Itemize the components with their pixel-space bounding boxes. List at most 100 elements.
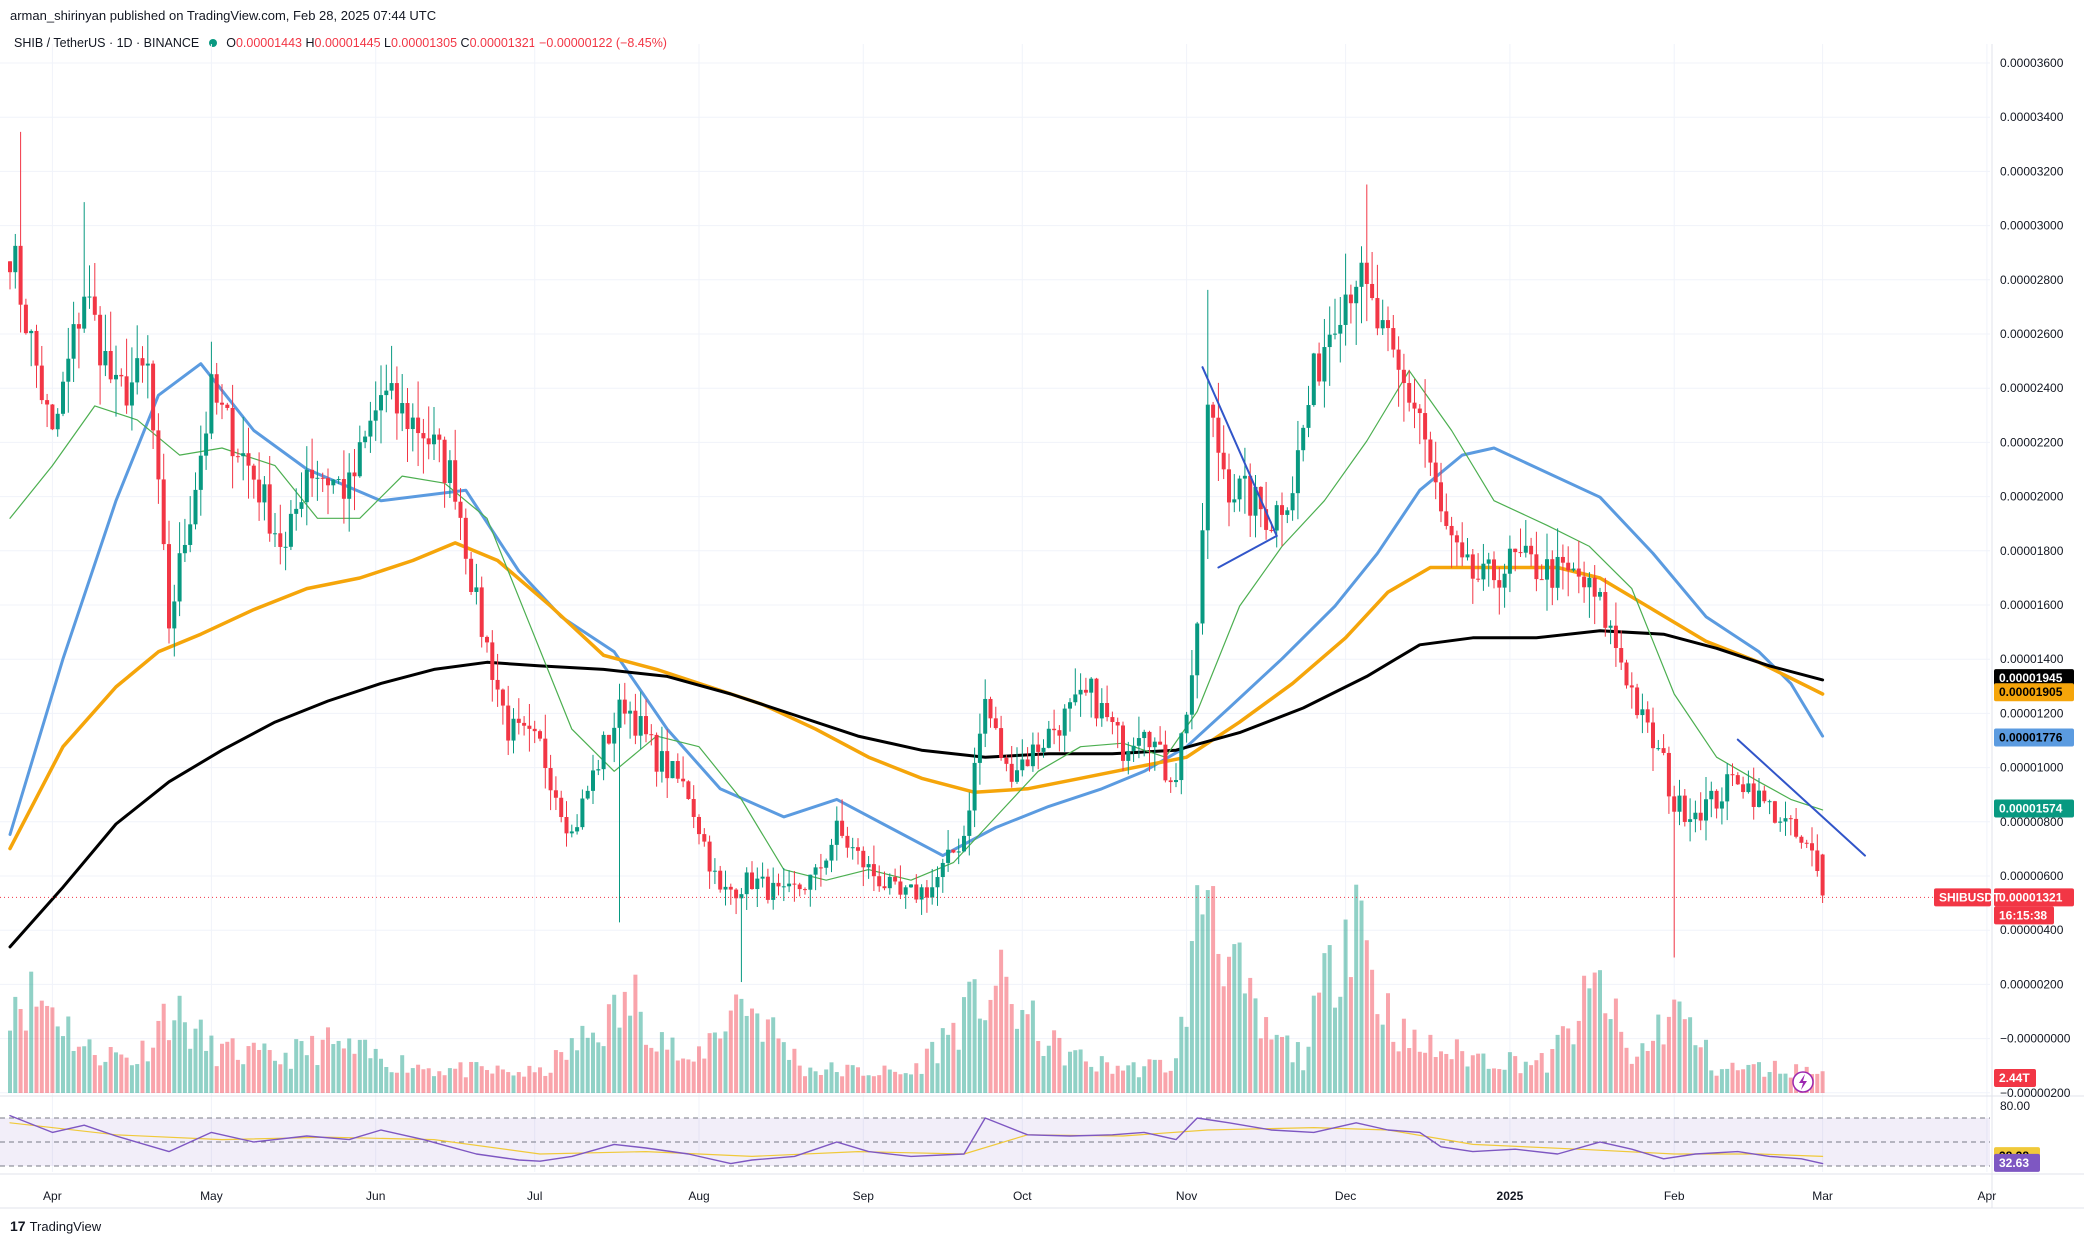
price-badge-bg xyxy=(1994,799,2074,818)
candle-body xyxy=(914,884,919,900)
candle-body xyxy=(585,790,590,799)
volume-bar xyxy=(903,1073,908,1093)
volume-bar xyxy=(1709,1070,1714,1093)
volume-bar xyxy=(898,1074,903,1093)
volume-bar xyxy=(172,1020,177,1093)
candle-body xyxy=(1772,801,1777,823)
candle-body xyxy=(485,636,489,643)
tradingview-logo[interactable]: 17 TradingView xyxy=(10,1218,101,1234)
volume-bar xyxy=(622,991,627,1093)
candle-body xyxy=(1057,730,1062,736)
candle-body xyxy=(781,886,786,888)
candle-body xyxy=(909,884,913,888)
volume-bar xyxy=(681,1058,686,1093)
volume-bar xyxy=(1147,1059,1152,1093)
candle-body xyxy=(972,762,977,811)
volume-bar xyxy=(967,981,972,1093)
volume-bar xyxy=(241,1064,246,1093)
candle-body xyxy=(1751,783,1756,807)
price-badge: 0.00001574 xyxy=(1999,802,2063,816)
candle-body xyxy=(670,761,675,779)
publisher-line: arman_shirinyan published on TradingView… xyxy=(10,8,437,23)
volume-bar xyxy=(1476,1053,1481,1093)
candle-body xyxy=(1189,675,1194,715)
candle-body xyxy=(1121,725,1125,761)
volume-bar xyxy=(628,1015,633,1093)
candle-body xyxy=(273,533,277,535)
volume-bar xyxy=(1036,1041,1041,1093)
candle-body xyxy=(326,478,330,486)
candle-body xyxy=(1062,708,1067,736)
volume-bar xyxy=(384,1067,389,1093)
candle-body xyxy=(1280,505,1284,515)
volume-bar xyxy=(771,1017,776,1093)
volume-bar xyxy=(734,994,739,1093)
candle-body xyxy=(1820,854,1825,896)
volume-bar xyxy=(182,1022,187,1093)
volume-bar xyxy=(792,1048,797,1093)
volume-bar xyxy=(1571,1044,1576,1093)
candle-body xyxy=(1603,592,1608,628)
candle-body xyxy=(1041,747,1046,752)
candle-body xyxy=(1799,836,1804,843)
candle-body xyxy=(490,642,495,680)
candle-body xyxy=(310,469,315,479)
volume-bar xyxy=(1237,942,1242,1093)
volume-bar xyxy=(1195,885,1200,1093)
price-axis-tick: 0.00002400 xyxy=(2000,381,2064,395)
candle-body xyxy=(1555,556,1560,588)
candle-body xyxy=(421,433,426,439)
volume-bar xyxy=(1746,1064,1751,1093)
candle-body xyxy=(1083,689,1088,693)
volume-bar xyxy=(1205,890,1210,1093)
volume-bar xyxy=(66,1016,71,1093)
candle-body xyxy=(1550,559,1555,588)
volume-bar xyxy=(1242,993,1247,1093)
candle-body xyxy=(76,324,81,329)
candle-body xyxy=(1560,556,1565,563)
candle-body xyxy=(29,330,34,334)
volume-bar xyxy=(1682,1019,1687,1093)
time-axis-tick: Apr xyxy=(43,1189,62,1203)
volume-bar xyxy=(1073,1050,1078,1093)
candle-body xyxy=(1576,568,1581,577)
volume-bar xyxy=(45,1005,50,1093)
candle-body xyxy=(1523,545,1528,553)
candle-body xyxy=(553,790,558,798)
volume-bar xyxy=(1640,1043,1645,1093)
open-label: O xyxy=(226,36,236,50)
time-axis-tick: Feb xyxy=(1664,1189,1685,1203)
price-badge: 0.00001321 xyxy=(1999,890,2063,904)
volume-bar xyxy=(1598,970,1602,1093)
volume-bar xyxy=(522,1076,527,1093)
volume-bar xyxy=(750,1008,754,1093)
candle-body xyxy=(1317,353,1322,382)
candle-body xyxy=(559,797,564,818)
volume-bar xyxy=(76,1046,81,1093)
candle-body xyxy=(34,330,39,366)
price-axis-tick: 0.00001600 xyxy=(2000,598,2064,612)
candle-body xyxy=(659,751,664,772)
candle-body xyxy=(161,479,166,545)
volume-bar xyxy=(92,1055,97,1093)
symbol-name[interactable]: SHIB / TetherUS · 1D · BINANCE xyxy=(14,36,200,50)
volume-bar xyxy=(803,1076,807,1093)
volume-bar xyxy=(198,1019,203,1093)
candle-body xyxy=(532,728,537,732)
candle-body xyxy=(1401,369,1406,384)
volume-bar xyxy=(119,1054,124,1093)
price-badge-bg xyxy=(1994,669,2074,688)
candle-body xyxy=(453,460,458,502)
candle-body xyxy=(352,472,357,477)
candle-body xyxy=(813,867,818,875)
volume-bar xyxy=(1433,1057,1438,1093)
volume-bar xyxy=(34,1006,39,1093)
volume-bar xyxy=(1168,1070,1173,1093)
tradingview-logo-icon: 17 xyxy=(10,1218,26,1234)
volume-bar xyxy=(866,1075,871,1093)
volume-bar xyxy=(1322,953,1327,1093)
volume-bar xyxy=(1757,1062,1761,1093)
candle-body xyxy=(246,453,251,466)
candle-body xyxy=(1391,328,1396,350)
